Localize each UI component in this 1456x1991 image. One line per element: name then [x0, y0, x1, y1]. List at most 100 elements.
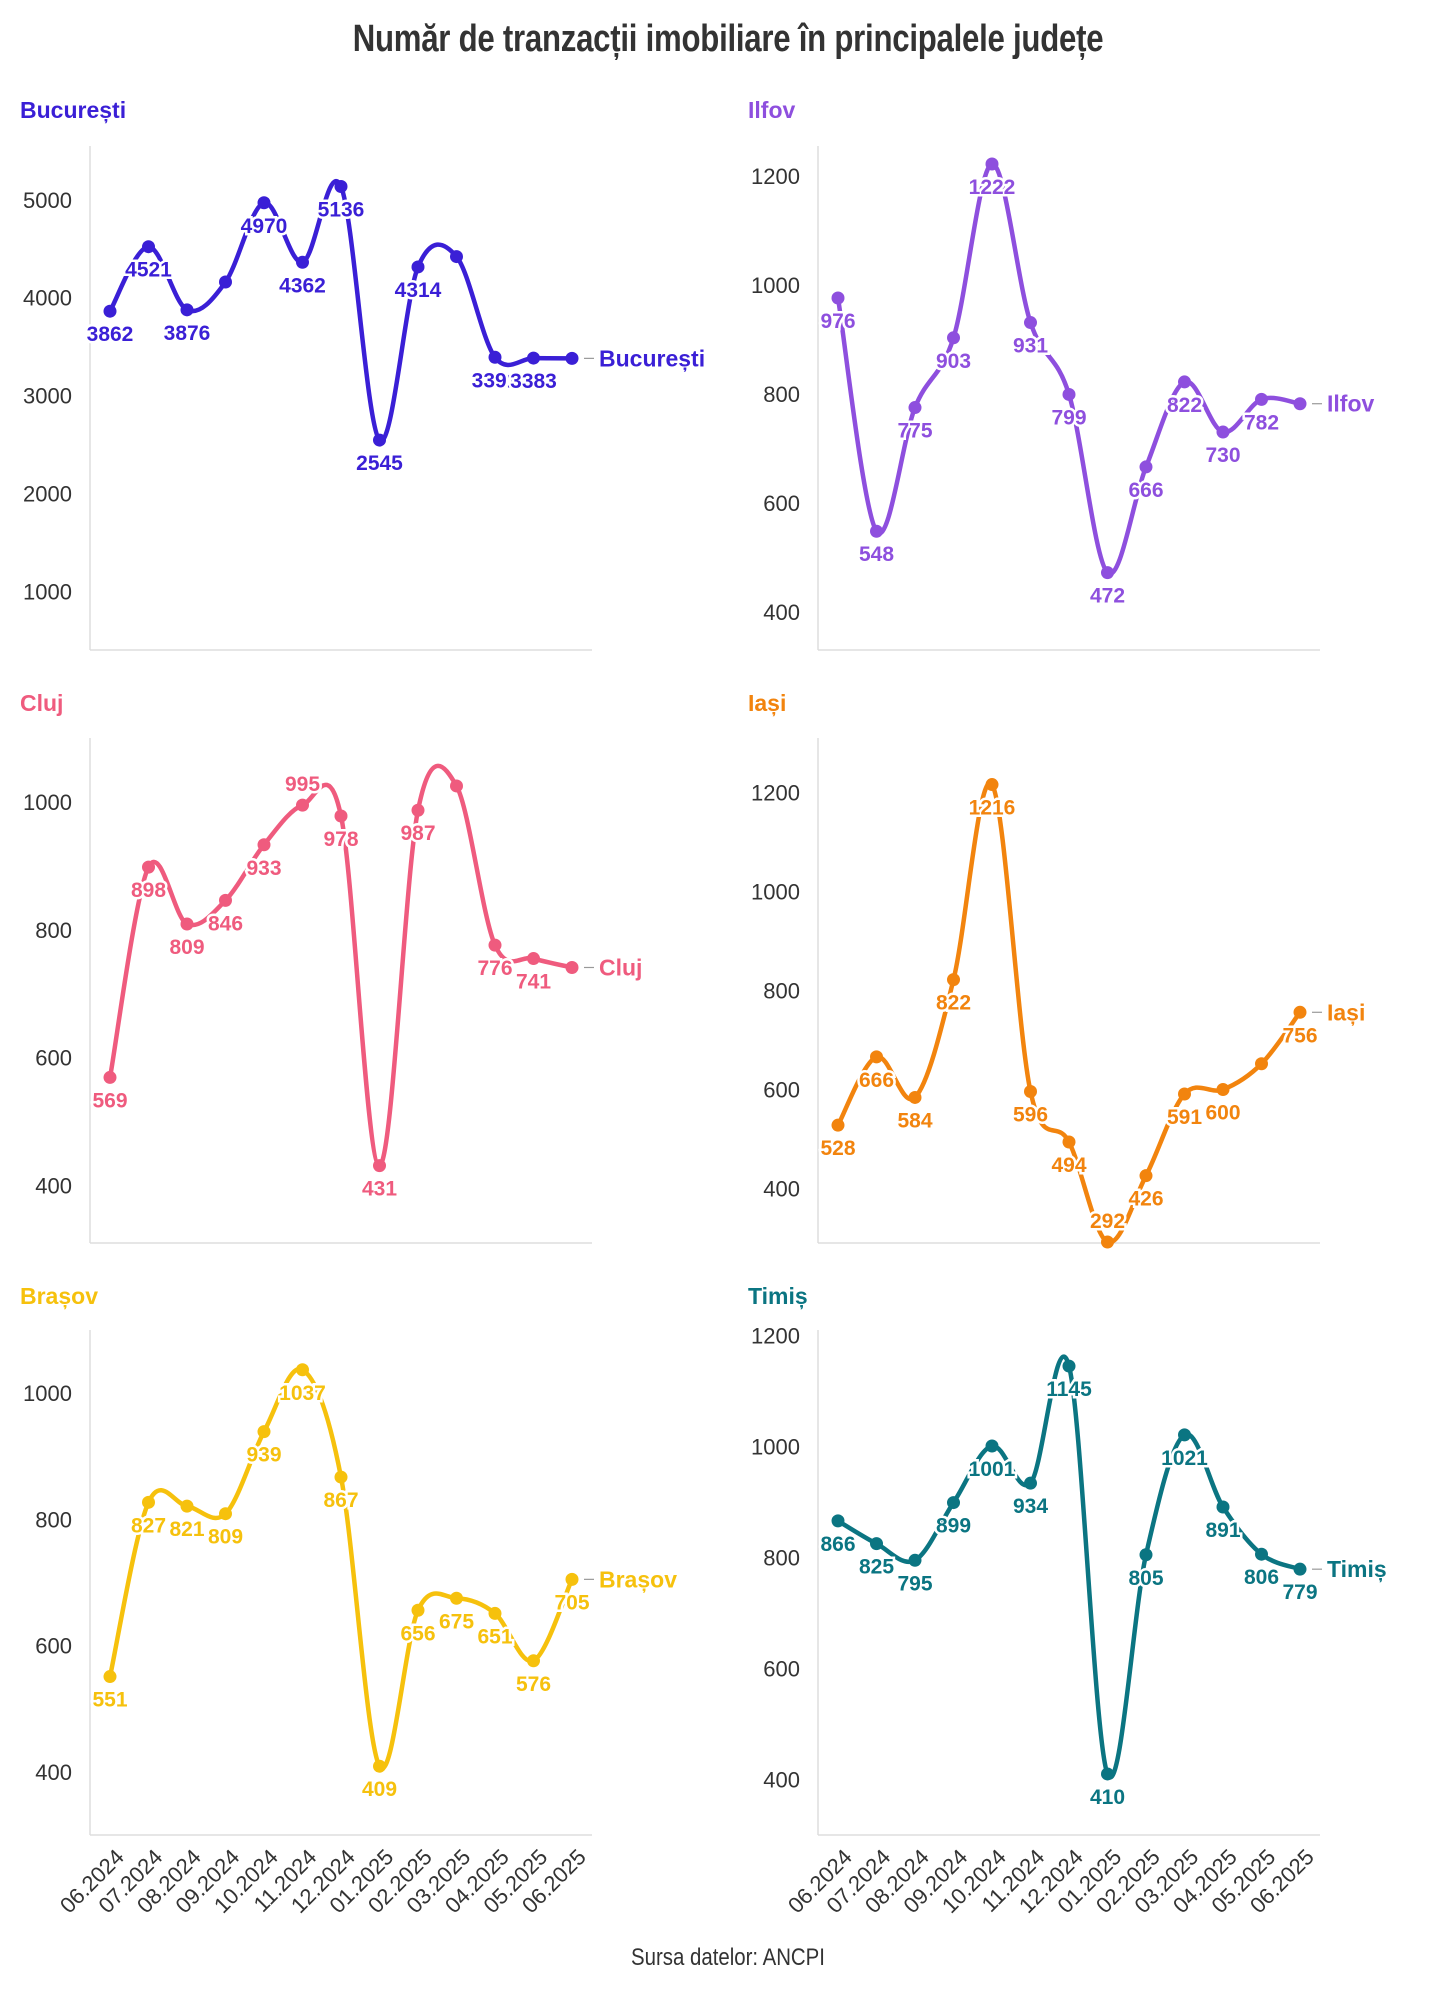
data-point [180, 917, 194, 931]
data-label: 976 [820, 310, 855, 333]
data-point [219, 1507, 232, 1521]
data-point [450, 250, 463, 264]
data-point [373, 1759, 386, 1773]
data-point [1062, 387, 1076, 401]
data-point [296, 255, 309, 269]
series-line-brasov [107, 1366, 575, 1771]
data-point [257, 196, 271, 210]
data-label: 3876 [164, 322, 211, 345]
data-point [450, 779, 463, 793]
data-point [565, 351, 579, 365]
data-label: 995 [285, 773, 320, 796]
data-point [831, 1118, 845, 1132]
data-label: 528 [820, 1137, 855, 1160]
data-point [373, 433, 386, 447]
data-label: 825 [859, 1556, 894, 1579]
data-point [870, 1537, 883, 1551]
data-label: 846 [208, 912, 243, 935]
y-tick-label: 2000 [23, 481, 72, 506]
data-point [1216, 1500, 1230, 1514]
data-label: 705 [554, 1591, 589, 1614]
data-label: 867 [323, 1489, 358, 1512]
data-point [1139, 460, 1153, 474]
data-point [142, 240, 155, 254]
data-label: 899 [936, 1515, 971, 1538]
data-point [870, 524, 883, 538]
data-label: 776 [477, 957, 512, 980]
data-point [1024, 1085, 1037, 1098]
data-label: 822 [1167, 394, 1202, 417]
data-label: 730 [1205, 444, 1240, 467]
y-tick-label: 600 [763, 1078, 800, 1103]
y-tick-label: 1200 [751, 780, 800, 805]
data-point [219, 275, 232, 289]
panel-title-ilfov: Ilfov [748, 97, 795, 123]
y-tick-label: 800 [763, 979, 800, 1004]
data-point [947, 973, 960, 987]
data-label: 591 [1167, 1106, 1202, 1129]
data-label: 821 [169, 1518, 204, 1541]
data-point [1255, 392, 1268, 406]
end-label-timis: Timiș [1327, 1556, 1387, 1583]
panel-ilfov: Ilfov 400 600 800 1000 1200 976 548 775 903 1222 93… [748, 97, 1374, 651]
data-point [411, 1603, 425, 1617]
data-label: 4362 [279, 274, 326, 297]
data-point [870, 1050, 883, 1064]
data-point [985, 157, 999, 171]
data-label: 741 [516, 971, 551, 994]
data-label: 934 [1013, 1495, 1048, 1518]
data-point [1101, 566, 1114, 580]
data-point [947, 331, 960, 345]
y-tick-label: 600 [35, 1046, 72, 1071]
panel-title-iasi: Iași [748, 690, 786, 717]
data-point [908, 1553, 922, 1567]
y-tick-label: 1000 [23, 790, 72, 815]
data-label: 551 [92, 1689, 127, 1712]
data-point [527, 952, 540, 966]
data-point [831, 1514, 845, 1528]
data-label: 548 [859, 543, 894, 566]
data-point [103, 1070, 117, 1084]
data-label: 596 [1013, 1104, 1048, 1127]
data-point [1062, 1359, 1076, 1373]
end-label-cluj: Cluj [599, 954, 642, 980]
data-point [334, 180, 348, 194]
y-tick-label: 800 [35, 1507, 72, 1532]
panel-timis: Timiș4006008001000120006.202407.202408.2… [748, 1283, 1387, 1918]
data-point [1062, 1135, 1076, 1149]
data-label: 1021 [1161, 1447, 1208, 1470]
y-tick-label: 800 [763, 1546, 800, 1571]
data-label: 1222 [969, 176, 1016, 199]
data-label: 1001 [969, 1458, 1016, 1481]
y-tick-label: 800 [35, 918, 72, 943]
y-tick-label: 800 [763, 382, 800, 407]
y-tick-label: 600 [35, 1634, 72, 1659]
data-point [142, 860, 155, 874]
series-line-ilfov [835, 161, 1303, 576]
data-label: 584 [897, 1109, 932, 1132]
series-line-timis [835, 1354, 1303, 1780]
data-point [831, 291, 845, 305]
data-point [565, 960, 579, 974]
data-point [296, 1363, 309, 1377]
data-label: 666 [859, 1069, 894, 1092]
data-label: 2545 [356, 452, 403, 475]
data-label: 656 [400, 1622, 435, 1645]
data-label: 292 [1090, 1210, 1125, 1233]
data-label: 809 [208, 1526, 243, 1549]
data-point [985, 1439, 999, 1453]
data-point [908, 401, 922, 415]
data-label: 666 [1128, 479, 1163, 502]
data-point [1216, 425, 1230, 439]
data-point [1101, 1767, 1114, 1781]
end-label-iasi: Iași [1327, 999, 1365, 1026]
data-point [985, 778, 999, 792]
data-point [180, 1499, 194, 1513]
data-label: 978 [323, 828, 358, 851]
data-point [219, 893, 232, 907]
data-point [1178, 1087, 1191, 1101]
data-point [527, 351, 540, 365]
data-point [1293, 1005, 1307, 1019]
